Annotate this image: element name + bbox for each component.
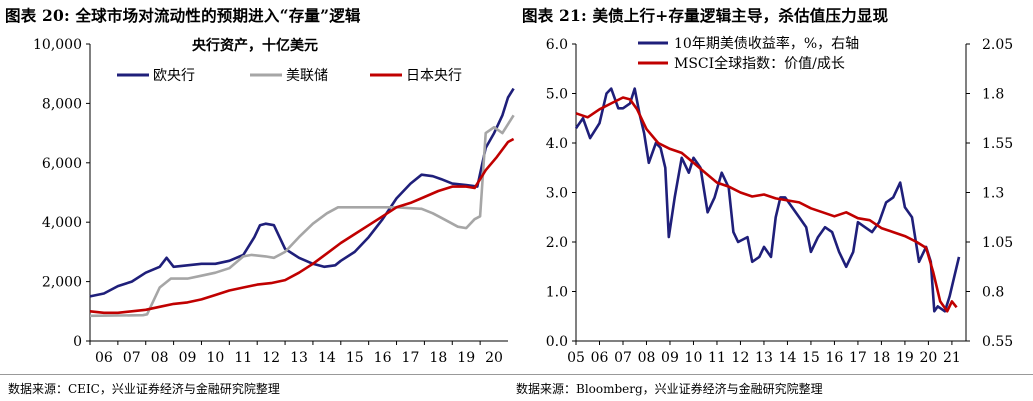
x-tick-label: 09 xyxy=(661,350,679,366)
x-tick-label: 10 xyxy=(685,350,703,366)
y2-tick-label: 0.8 xyxy=(982,285,1004,301)
figure-20-source: 数据来源：CEIC，兴业证券经济与金融研究院整理 xyxy=(8,382,280,396)
x-tick-label: 18 xyxy=(429,350,447,366)
legend-label-us10y: 10年期美债收益率，%，右轴 xyxy=(674,35,859,52)
x-tick-label: 07 xyxy=(614,350,632,366)
x-tick-label: 06 xyxy=(591,350,609,366)
y-tick-label: 0.0 xyxy=(546,334,568,350)
x-tick-label: 12 xyxy=(732,350,750,366)
figure-21-chart: 0.0 1.0 2.0 3.0 4.0 5.0 6.0 0.55 0.8 1.05 1.3 1.55 1… xyxy=(546,35,1013,366)
legend-label-boj: 日本央行 xyxy=(406,68,462,84)
y-tick-label: 5.0 xyxy=(546,87,568,103)
x-tick-label: 05 xyxy=(567,350,585,366)
y2-tick-label: 1.3 xyxy=(982,186,1004,202)
figure-20-title: 图表 20: 全球市场对流动性的预期进入“存量”逻辑 xyxy=(5,6,361,25)
x-tick-label: 09 xyxy=(179,350,197,366)
series-line-us10y xyxy=(574,87,961,313)
y2-tick-label: 2.05 xyxy=(982,37,1013,53)
series-line-ecb xyxy=(89,87,515,298)
y-tick-label: 6,000 xyxy=(42,156,82,172)
x-tick-label: 19 xyxy=(457,350,475,366)
legend-label-msci: MSCI全球指数：价值/成长 xyxy=(674,55,845,72)
x-tick-label: 14 xyxy=(318,350,336,366)
x-tick-label: 11 xyxy=(708,350,726,366)
x-tick-label: 06 xyxy=(95,350,113,366)
legend-label-ecb: 欧央行 xyxy=(153,68,195,84)
figure-21-divider xyxy=(516,374,1033,375)
y-tick-label: 10,000 xyxy=(33,37,82,53)
series-line-msci xyxy=(575,96,958,313)
y2-tick-label: 1.55 xyxy=(982,136,1013,152)
series-line-boj xyxy=(89,137,515,315)
figure-21-source: 数据来源：Bloomberg，兴业证券经济与金融研究院整理 xyxy=(516,382,823,396)
x-tick-label: 21 xyxy=(943,350,961,366)
x-tick-label: 08 xyxy=(638,350,656,366)
x-tick-label: 13 xyxy=(755,350,773,366)
x-tick-label: 16 xyxy=(826,350,844,366)
x-tick-label: 20 xyxy=(919,350,937,366)
x-tick-label: 18 xyxy=(873,350,891,366)
x-tick-label: 14 xyxy=(779,350,797,366)
x-tick-label: 13 xyxy=(290,350,308,366)
figure-20-divider xyxy=(0,374,516,375)
x-tick-label: 12 xyxy=(262,350,280,366)
x-tick-label: 20 xyxy=(485,350,503,366)
x-tick-label: 17 xyxy=(402,350,420,366)
y-tick-label: 8,000 xyxy=(42,96,82,112)
legend-label-fed: 美联储 xyxy=(286,68,328,84)
x-tick-label: 16 xyxy=(374,350,392,366)
y-tick-label: 4.0 xyxy=(546,136,568,152)
y2-tick-label: 0.55 xyxy=(982,334,1013,350)
y-tick-label: 4,000 xyxy=(42,215,82,231)
x-tick-label: 10 xyxy=(206,350,224,366)
y-tick-label: 6.0 xyxy=(546,37,568,53)
x-tick-label: 15 xyxy=(802,350,820,366)
y-tick-label: 2.0 xyxy=(546,235,568,251)
y-tick-label: 0 xyxy=(73,334,82,350)
x-tick-label: 11 xyxy=(234,350,252,366)
legend-title: 央行资产，十亿美元 xyxy=(192,37,318,54)
x-tick-label: 19 xyxy=(896,350,914,366)
y-tick-label: 3.0 xyxy=(546,186,568,202)
y2-tick-label: 1.05 xyxy=(982,235,1013,251)
x-tick-label: 15 xyxy=(346,350,364,366)
x-tick-label: 17 xyxy=(849,350,867,366)
y2-tick-label: 1.8 xyxy=(982,87,1004,103)
x-tick-label: 07 xyxy=(123,350,141,366)
y-tick-label: 1.0 xyxy=(546,285,568,301)
y-tick-label: 2,000 xyxy=(42,275,82,291)
x-tick-label: 08 xyxy=(151,350,169,366)
figure-20-chart: 0 2,000 4,000 6,000 8,000 10,000 06 07 08 09 10 11 1… xyxy=(33,37,515,366)
series-line-fed xyxy=(89,114,515,318)
figure-21-title: 图表 21: 美债上行+存量逻辑主导，杀估值压力显现 xyxy=(522,6,889,25)
